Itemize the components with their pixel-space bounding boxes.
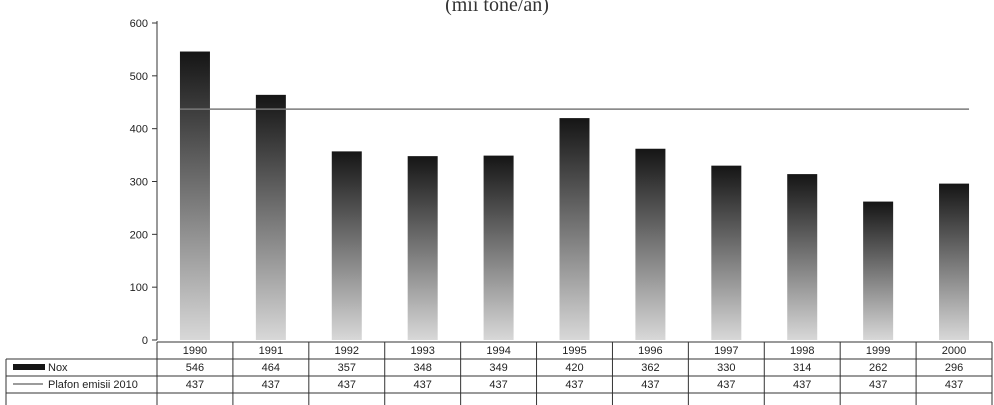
- legend-swatch-nox: [13, 364, 45, 370]
- plot-area: 0 100 200 300 400 500 600: [130, 18, 970, 347]
- bar: [559, 118, 590, 340]
- data-label-nox: 362: [641, 362, 659, 374]
- data-label-plafon: 437: [186, 379, 204, 391]
- data-label-plafon: 437: [414, 379, 432, 391]
- data-label-plafon: 437: [641, 379, 659, 391]
- y-tick-label: 400: [130, 124, 148, 136]
- data-label-nox: 357: [338, 362, 356, 374]
- data-label-plafon: 437: [717, 379, 735, 391]
- x-tick-label: 1992: [335, 345, 359, 357]
- legend-label-plafon: Plafon emisii 2010: [48, 379, 138, 391]
- data-label-nox: 420: [565, 362, 583, 374]
- data-label-plafon: 437: [338, 379, 356, 391]
- data-label-nox: 348: [414, 362, 432, 374]
- x-tick-label: 1991: [259, 345, 283, 357]
- data-table: 1990 1991 1992 1993 1994 1995 1996 1997 1998 1999…: [5, 341, 993, 405]
- data-label-plafon: 437: [565, 379, 583, 391]
- data-label-nox: 262: [869, 362, 887, 374]
- y-tick-label: 600: [130, 18, 148, 30]
- x-tick-label: 1999: [866, 345, 890, 357]
- y-tick-label: 200: [130, 229, 148, 241]
- data-label-plafon: 437: [869, 379, 887, 391]
- x-tick-label: 1995: [562, 345, 586, 357]
- data-label-nox: 330: [717, 362, 735, 374]
- bar: [863, 201, 894, 340]
- data-label-nox: 296: [945, 362, 963, 374]
- data-label-nox: 314: [793, 362, 811, 374]
- y-tick-label: 300: [130, 177, 148, 189]
- bar: [939, 183, 970, 340]
- x-tick-label: 1998: [790, 345, 814, 357]
- x-tick-label: 2000: [942, 345, 966, 357]
- x-tick-label: 1994: [486, 345, 510, 357]
- bar: [331, 151, 362, 340]
- bar: [255, 94, 286, 340]
- legend-label-nox: Nox: [48, 362, 68, 374]
- bar: [179, 51, 210, 340]
- x-tick-label: 1996: [638, 345, 662, 357]
- bar: [483, 155, 514, 340]
- data-label-plafon: 437: [262, 379, 280, 391]
- x-tick-label: 1993: [410, 345, 434, 357]
- data-label-plafon: 437: [793, 379, 811, 391]
- bar: [407, 156, 438, 340]
- chart-caption: (mii tone/an): [445, 0, 549, 16]
- bar: [711, 165, 742, 340]
- data-label-plafon: 437: [489, 379, 507, 391]
- x-tick-label: 1990: [183, 345, 207, 357]
- data-label-plafon: 437: [945, 379, 963, 391]
- data-label-nox: 464: [262, 362, 280, 374]
- data-label-nox: 546: [186, 362, 204, 374]
- y-tick-label: 0: [142, 335, 148, 347]
- y-tick-label: 500: [130, 71, 148, 83]
- data-label-nox: 349: [489, 362, 507, 374]
- bar: [635, 148, 666, 340]
- y-tick-label: 100: [130, 282, 148, 294]
- x-tick-label: 1997: [714, 345, 738, 357]
- bar: [787, 174, 818, 340]
